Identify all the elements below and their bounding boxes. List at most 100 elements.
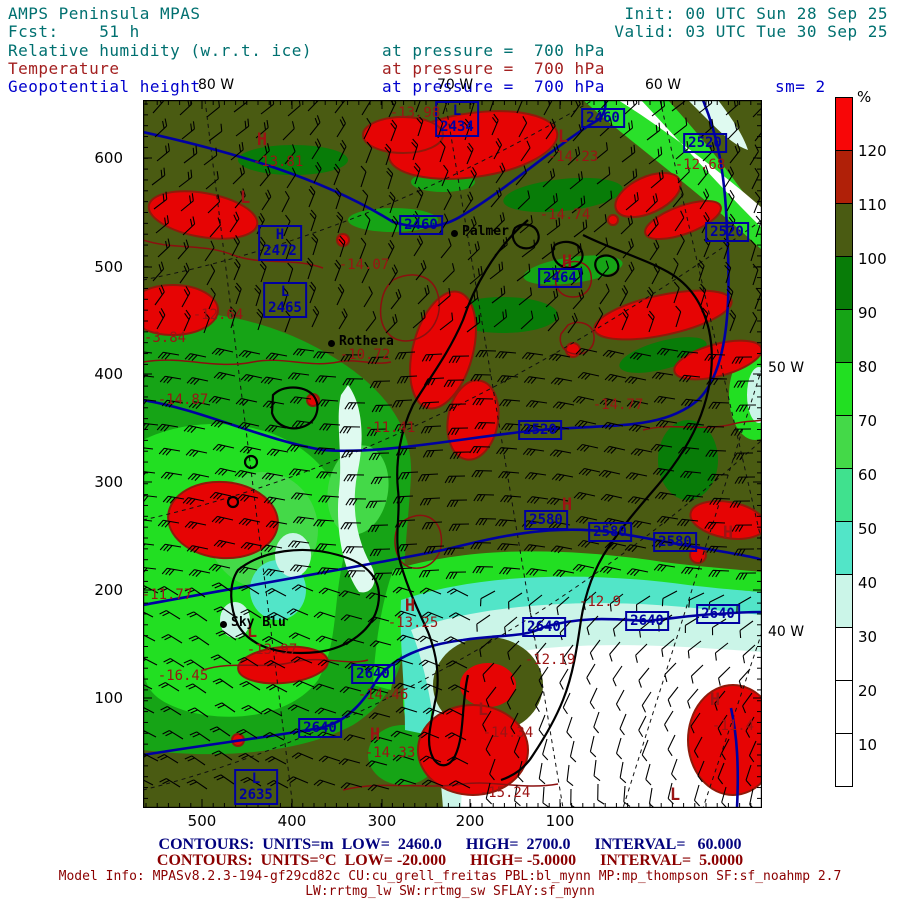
station-label: Sky Blu bbox=[231, 615, 286, 630]
temperature-label: -12.19 bbox=[524, 652, 576, 668]
temperature-label: -14.33 bbox=[364, 745, 416, 761]
map-label-overlay: L 2434 2460 2460 H 2472 L 2465 2464 2520 2520 2520 2… bbox=[141, 100, 762, 808]
temperature-label: -14.87 bbox=[157, 392, 209, 408]
colorbar-tick-label: 60 bbox=[858, 466, 878, 484]
height-contour-label: L 2434 bbox=[435, 101, 479, 137]
colorbar-tick-label: 50 bbox=[858, 520, 878, 538]
temperature-contours bbox=[143, 239, 762, 791]
high-marker: H bbox=[256, 130, 268, 150]
temperature-label: -13.25 bbox=[387, 615, 439, 631]
colorbar-tick-label: 100 bbox=[858, 250, 887, 268]
x-axis-label: 500 bbox=[187, 812, 217, 830]
temperature-label: -13.97 bbox=[246, 642, 298, 658]
temperature-label: -10.72 bbox=[339, 347, 391, 363]
height-contour-label: H 2472 bbox=[258, 225, 302, 261]
weather-map bbox=[143, 100, 762, 808]
height-contour-label: L 2465 bbox=[263, 282, 307, 318]
colorbar-segment bbox=[835, 203, 853, 257]
contour-info-height: CONTOURS: UNITS=m LOW= 2460.0 HIGH= 2700… bbox=[158, 836, 742, 853]
station-dot bbox=[220, 621, 227, 628]
field-level-temp: at pressure = 700 hPa bbox=[382, 59, 605, 78]
field-level-rh: at pressure = 700 hPa bbox=[382, 41, 605, 60]
y-axis-label: 300 bbox=[94, 473, 123, 491]
rh-fill-supersaturated bbox=[143, 110, 762, 796]
x-axis-label: 400 bbox=[277, 812, 307, 830]
temperature-label: -12.9 bbox=[578, 594, 622, 610]
y-axis-label: 500 bbox=[94, 258, 123, 276]
low-marker: L bbox=[246, 622, 258, 642]
map-border bbox=[143, 100, 762, 808]
temperature-label: -11.4 bbox=[711, 718, 755, 734]
colorbar-tick-label: 110 bbox=[858, 196, 887, 214]
y-axis-label: 200 bbox=[94, 581, 123, 599]
temperature-label: -14.07 bbox=[338, 257, 390, 273]
temperature-label: -12.64 bbox=[192, 307, 244, 323]
rh-colorbar bbox=[835, 97, 853, 787]
forecast-hour: Fcst: 51 h bbox=[8, 22, 140, 41]
height-contour-label: 2520 bbox=[683, 133, 727, 153]
low-marker: L bbox=[239, 188, 251, 208]
coastline bbox=[226, 219, 713, 782]
longitude-label: 50 W bbox=[768, 360, 805, 376]
low-marker: L bbox=[557, 127, 569, 147]
temperature-label: -13.81 bbox=[252, 154, 304, 170]
high-marker: H bbox=[561, 252, 573, 272]
temperature-label: -3.84 bbox=[143, 330, 187, 346]
colorbar-tick-label: 120 bbox=[858, 142, 887, 160]
temperature-label: -14.23 bbox=[547, 149, 599, 165]
longitude-label: 60 W bbox=[645, 77, 682, 93]
y-axis-label: 100 bbox=[94, 689, 123, 707]
colorbar-segment bbox=[835, 733, 853, 787]
temperature-label: -11.77 bbox=[141, 587, 193, 603]
colorbar-tick-label: 90 bbox=[858, 304, 878, 322]
colorbar-segment bbox=[835, 256, 853, 310]
height-contour-label: 2580 bbox=[653, 532, 697, 552]
colorbar-tick-label: 10 bbox=[858, 736, 878, 754]
height-contour-label: 2580 bbox=[524, 510, 568, 530]
colorbar-tick-label: 40 bbox=[858, 574, 878, 592]
temperature-label: -14.74 bbox=[539, 207, 591, 223]
model-info-line1: Model Info: MPASv8.2.3-194-gf29cd82c CU:… bbox=[58, 869, 842, 884]
high-marker: H bbox=[709, 690, 721, 710]
colorbar-segment bbox=[835, 521, 853, 575]
temperature-label: -14.46 bbox=[357, 687, 409, 703]
y-axis-label: 600 bbox=[94, 149, 123, 167]
low-marker: L bbox=[477, 700, 489, 720]
longitude-label: 70 W bbox=[437, 77, 474, 93]
temperature-label: -11.41 bbox=[364, 420, 416, 436]
longitude-label: 80 W bbox=[198, 77, 235, 93]
field-label-temp: Temperature bbox=[8, 59, 120, 78]
y-axis-label: 400 bbox=[94, 365, 123, 383]
colorbar-segment bbox=[835, 150, 853, 204]
high-marker: H bbox=[722, 523, 734, 543]
field-label-rh: Relative humidity (w.r.t. ice) bbox=[8, 41, 312, 60]
model-info-line2: LW:rrtmg_lw SW:rrtmg_sw SFLAY:sf_mynn bbox=[305, 884, 595, 899]
high-marker: H bbox=[561, 495, 573, 515]
temperature-label: -12.68 bbox=[674, 157, 726, 173]
high-marker: H bbox=[369, 725, 381, 745]
colorbar-tick-label: 20 bbox=[858, 682, 878, 700]
colorbar-tick-label: 80 bbox=[858, 358, 878, 376]
station-dot bbox=[451, 230, 458, 237]
temperature-label: -14.77 bbox=[592, 397, 644, 413]
height-contour-label: 2460 bbox=[581, 108, 625, 128]
height-contour-label: 2640 bbox=[696, 604, 740, 624]
map-panel: L 2434 2460 2460 H 2472 L 2465 2464 2520 2520 2520 2… bbox=[141, 100, 762, 808]
colorbar-segment bbox=[835, 309, 853, 363]
temperature-label: -14.34 bbox=[482, 725, 534, 741]
field-label-hgt: Geopotential height bbox=[8, 77, 201, 96]
temperature-label: -15.24 bbox=[479, 785, 531, 801]
height-contour-label: 2464 bbox=[538, 268, 582, 288]
colorbar-segment bbox=[835, 468, 853, 522]
height-contour-label: L 2635 bbox=[234, 769, 278, 805]
colorbar-segment bbox=[835, 97, 853, 151]
graticule bbox=[143, 100, 762, 808]
x-axis-label: 200 bbox=[455, 812, 485, 830]
height-contour-label: 2460 bbox=[399, 215, 443, 235]
colorbar-segment bbox=[835, 362, 853, 416]
height-contour-label: 2640 bbox=[298, 718, 342, 738]
colorbar-segment bbox=[835, 574, 853, 628]
colorbar-tick-label: 30 bbox=[858, 628, 878, 646]
high-marker: H bbox=[404, 596, 416, 616]
colorbar-unit: % bbox=[857, 88, 872, 106]
